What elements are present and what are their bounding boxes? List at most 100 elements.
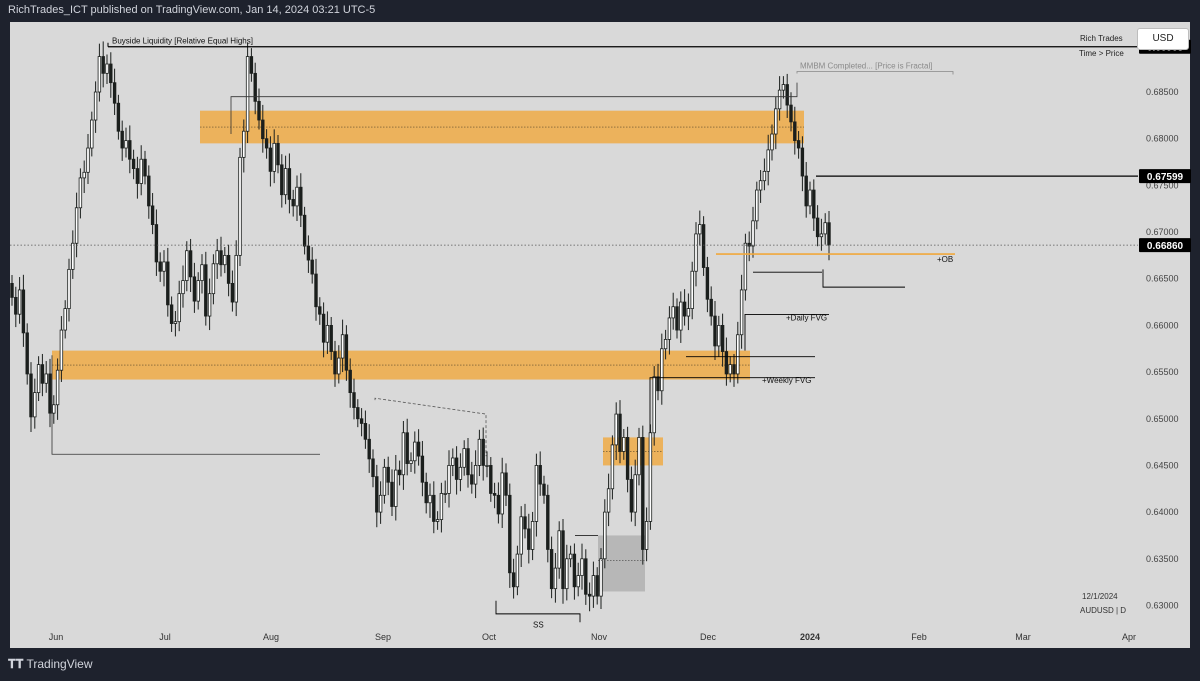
candle-up [238,156,242,256]
tradingview-brand[interactable]: 𝐓𝐓 TradingView [8,657,93,672]
candle-down [101,56,105,74]
candle-up [694,233,698,272]
candle-up [576,575,580,588]
mode-label: Time > Price [1079,49,1124,58]
time-axis[interactable] [10,626,1138,648]
annotation-daily-fvg: +Daily FVG [786,313,827,322]
symbol-label: AUDUSD | D [1080,606,1126,615]
candle-up [686,308,691,317]
candle-down [720,325,725,352]
candle-down [800,147,805,177]
candle-down [188,250,193,278]
candle-down [287,168,292,200]
x-tick-label: Aug [263,632,279,642]
candle-down [420,455,425,483]
candle-down [192,276,197,302]
candle-up [105,63,109,74]
candle-up [774,108,778,135]
candle-down [546,494,550,550]
candle-down [496,494,501,515]
candle-up [234,254,238,303]
candle-up [443,493,447,495]
x-tick-label: 2024 [800,632,820,642]
candle-up [739,289,744,336]
y-tick-label: 0.67500 [1146,180,1179,190]
candle-down [705,267,710,300]
candle-down [29,373,33,418]
candle-down [416,441,421,457]
candle-down [641,437,645,550]
candle-down [489,465,493,494]
candle-up [340,334,345,359]
candle-up [177,293,181,323]
candle-down [169,304,174,324]
candle-up [413,441,417,462]
candle-down [154,224,159,263]
candle-up [17,289,22,315]
candle-down [344,334,349,371]
supply-zone [200,110,804,144]
candle-down [131,158,136,169]
candle-up [55,369,60,406]
candle-down [386,466,390,483]
candle-up [185,250,189,281]
candle-up [337,357,341,375]
y-tick-label: 0.67000 [1146,227,1179,237]
candle-down [150,205,155,225]
candle-up [500,472,504,515]
y-tick-label: 0.66500 [1146,274,1179,284]
candle-down [48,373,52,414]
candle-down [454,457,459,480]
candle-down [709,298,713,317]
annotation-mmbm-completed-price-is-fractal: MMBM Completed... [Price is Fractal] [800,61,932,70]
candle-down [618,413,622,452]
candle-up [751,220,755,247]
candle-down [508,494,512,574]
annotation-ob: +OB [937,255,953,264]
candle-down [230,282,235,303]
candle-down [701,224,706,268]
candle-down [204,264,208,317]
candle-down [629,479,634,513]
candle-up [671,306,675,319]
candle-up [325,325,330,343]
candle-down [538,465,542,485]
x-tick-label: Jun [49,632,64,642]
candle-up [473,465,478,485]
candle-down [280,164,284,196]
candle-up [663,339,668,350]
candle-down [306,245,311,261]
candle-down [656,376,660,392]
price-marker-label: 0.67599 [1147,172,1184,183]
candle-up [698,224,702,235]
price-marker [1139,169,1191,184]
candle-down [812,189,816,219]
candle-down [128,140,132,160]
price-axis[interactable] [1138,22,1190,648]
candle-up [667,317,672,340]
recent-low-line [822,269,905,288]
candle-up [242,130,246,158]
june-low-line [51,355,320,455]
candle-down [40,364,45,384]
candle-down [785,84,789,106]
publish-line: RichTrades_ICT published on TradingView.… [8,4,376,16]
candle-down [675,306,679,331]
candle-down [470,474,474,485]
candle-down [333,351,337,375]
candle-up [679,301,683,331]
sellside-line [495,600,581,623]
x-tick-label: Jul [159,632,171,642]
candle-up [435,519,440,522]
currency-button[interactable]: USD [1137,28,1189,50]
candle-down [348,369,352,394]
candle-down [713,315,717,347]
candle-up [162,261,166,272]
candle-up [648,432,653,522]
candle-down [276,142,280,166]
y-tick-label: 0.63000 [1146,600,1179,610]
candle-up [777,89,782,110]
candle-down [120,130,124,149]
candle-up [819,233,824,238]
candle-down [804,175,808,207]
